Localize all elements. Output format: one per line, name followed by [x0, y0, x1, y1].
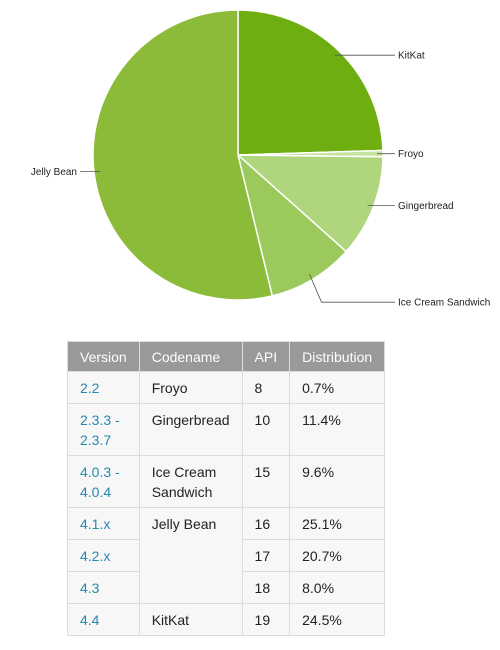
- api-cell: 16: [241, 507, 291, 540]
- version-cell: 2.2: [67, 371, 140, 404]
- version-cell: 4.4: [67, 603, 140, 636]
- pie-slice-kitkat: [237, 9, 384, 156]
- table-row: 4.3 18 8.0%: [67, 571, 386, 604]
- header-codename: Codename: [138, 341, 243, 372]
- codename-cell: Gingerbread: [138, 403, 243, 456]
- distribution-cell: 9.6%: [289, 455, 386, 508]
- pie-slice-gingerbread: [236, 154, 384, 253]
- leader-line: [309, 274, 395, 303]
- table-row: 4.0.3 - 4.0.4 Ice Cream Sandwich 15 9.6%: [67, 455, 386, 508]
- table-row: 4.4 KitKat 19 24.5%: [67, 603, 386, 636]
- version-cell: 4.3: [67, 571, 140, 604]
- api-cell: 19: [241, 603, 291, 636]
- table-header-row: Version Codename API Distribution: [67, 341, 386, 372]
- distribution-cell: 8.0%: [289, 571, 386, 604]
- api-cell: 17: [241, 539, 291, 572]
- api-cell: 10: [241, 403, 291, 456]
- slice-label: Froyo: [398, 149, 424, 160]
- codename-cell: Ice Cream Sandwich: [138, 455, 243, 508]
- codename-cell: KitKat: [138, 603, 243, 636]
- pie-slice-jelly-bean: [92, 9, 274, 301]
- codename-cell: Froyo: [138, 371, 243, 404]
- distribution-pie-chart: KitKat Froyo Gingerbread Ice Cream Sandwich…: [31, 9, 490, 309]
- table-row: 4.1.x Jelly Bean 16 25.1%: [67, 507, 386, 604]
- api-cell: 8: [241, 371, 291, 404]
- version-cell: 2.3.3 - 2.3.7: [67, 403, 140, 456]
- pie-slice-ice-cream-sandwich: [236, 152, 348, 297]
- api-cell: 15: [241, 455, 291, 508]
- slice-label: KitKat: [398, 51, 425, 62]
- table-row: 2.3.3 - 2.3.7 Gingerbread 10 11.4%: [67, 403, 386, 456]
- slice-label: Jelly Bean: [31, 167, 77, 178]
- table-row: 4.2.x 17 20.7%: [67, 539, 386, 572]
- api-cell: 18: [241, 571, 291, 604]
- version-cell: 4.2.x: [67, 539, 140, 572]
- slice-label: Gingerbread: [398, 201, 454, 212]
- distribution-cell: 0.7%: [289, 371, 386, 404]
- distribution-cell: 20.7%: [289, 539, 386, 572]
- table-row: 2.2 Froyo 8 0.7%: [67, 371, 386, 404]
- distribution-cell: 25.1%: [289, 507, 386, 540]
- distribution-cell: 11.4%: [289, 403, 386, 456]
- version-cell: 4.0.3 - 4.0.4: [67, 455, 140, 508]
- version-cell: 4.1.x: [67, 507, 140, 540]
- distribution-table: Version Codename API Distribution 2.2 Fr…: [67, 341, 386, 636]
- distribution-cell: 24.5%: [289, 603, 386, 636]
- header-api: API: [241, 341, 291, 372]
- header-version: Version: [67, 341, 140, 372]
- header-distribution: Distribution: [289, 341, 386, 372]
- codename-cell: Jelly Bean: [138, 507, 243, 604]
- slice-label: Ice Cream Sandwich: [398, 298, 490, 309]
